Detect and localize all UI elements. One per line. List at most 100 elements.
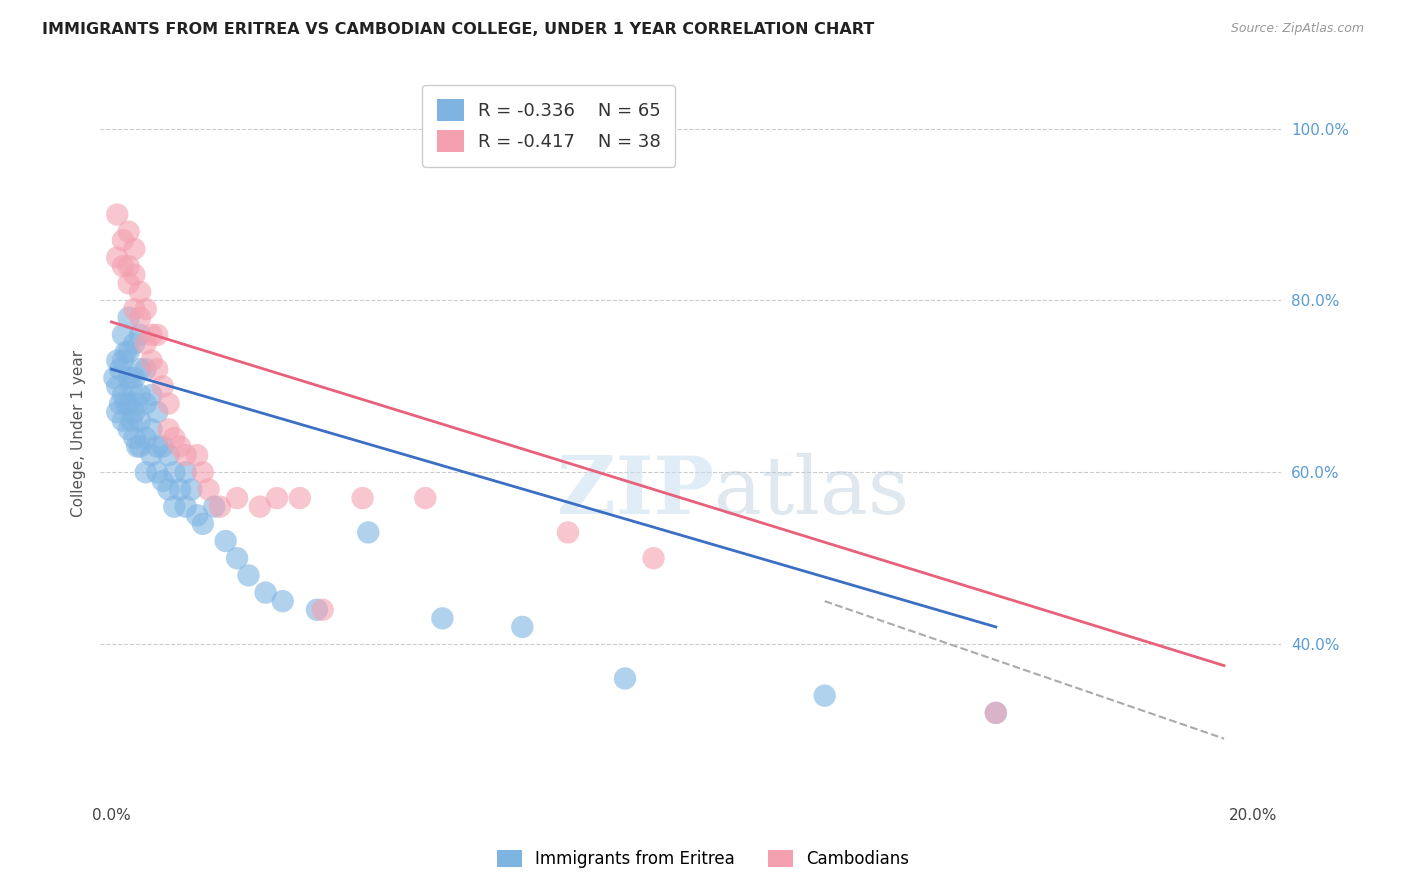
Point bbox=[152, 440, 174, 454]
Point bbox=[124, 242, 146, 256]
Point bbox=[202, 500, 225, 514]
Point bbox=[271, 594, 294, 608]
Point bbox=[352, 491, 374, 505]
Point bbox=[124, 268, 146, 282]
Point bbox=[111, 353, 134, 368]
Point bbox=[103, 371, 125, 385]
Point bbox=[984, 706, 1007, 720]
Point bbox=[208, 500, 231, 514]
Point bbox=[163, 465, 186, 479]
Point bbox=[432, 611, 454, 625]
Point bbox=[108, 396, 131, 410]
Point bbox=[305, 603, 328, 617]
Point bbox=[191, 465, 214, 479]
Point bbox=[238, 568, 260, 582]
Point bbox=[157, 483, 180, 497]
Point bbox=[118, 396, 141, 410]
Point bbox=[118, 225, 141, 239]
Point bbox=[146, 440, 169, 454]
Point bbox=[254, 585, 277, 599]
Point bbox=[174, 500, 197, 514]
Point bbox=[111, 233, 134, 247]
Point bbox=[814, 689, 837, 703]
Point bbox=[121, 414, 143, 428]
Point bbox=[118, 345, 141, 359]
Point bbox=[169, 483, 191, 497]
Point bbox=[510, 620, 533, 634]
Point bbox=[114, 345, 136, 359]
Point bbox=[614, 672, 637, 686]
Point bbox=[415, 491, 437, 505]
Text: atlas: atlas bbox=[714, 453, 910, 531]
Point bbox=[129, 388, 152, 402]
Point bbox=[197, 483, 219, 497]
Point bbox=[226, 551, 249, 566]
Point bbox=[129, 362, 152, 376]
Y-axis label: College, Under 1 year: College, Under 1 year bbox=[72, 350, 86, 517]
Point bbox=[127, 396, 149, 410]
Point bbox=[118, 422, 141, 436]
Point bbox=[135, 465, 157, 479]
Point bbox=[124, 336, 146, 351]
Point bbox=[118, 277, 141, 291]
Point bbox=[105, 251, 128, 265]
Point bbox=[135, 362, 157, 376]
Point bbox=[124, 301, 146, 316]
Point bbox=[129, 310, 152, 325]
Point bbox=[114, 396, 136, 410]
Point bbox=[169, 440, 191, 454]
Text: Source: ZipAtlas.com: Source: ZipAtlas.com bbox=[1230, 22, 1364, 36]
Point bbox=[141, 327, 163, 342]
Point bbox=[124, 405, 146, 419]
Point bbox=[984, 706, 1007, 720]
Point bbox=[191, 516, 214, 531]
Point bbox=[157, 422, 180, 436]
Point bbox=[111, 327, 134, 342]
Point bbox=[186, 448, 208, 462]
Point bbox=[127, 440, 149, 454]
Point bbox=[105, 405, 128, 419]
Point bbox=[135, 301, 157, 316]
Text: ZIP: ZIP bbox=[557, 453, 714, 531]
Point bbox=[111, 414, 134, 428]
Point bbox=[105, 208, 128, 222]
Point bbox=[141, 353, 163, 368]
Point bbox=[118, 310, 141, 325]
Point bbox=[163, 431, 186, 445]
Point bbox=[129, 327, 152, 342]
Point bbox=[146, 327, 169, 342]
Point bbox=[135, 336, 157, 351]
Point bbox=[129, 440, 152, 454]
Point bbox=[557, 525, 579, 540]
Point bbox=[311, 603, 333, 617]
Point bbox=[141, 388, 163, 402]
Point bbox=[643, 551, 665, 566]
Point bbox=[121, 379, 143, 393]
Point bbox=[111, 388, 134, 402]
Point bbox=[105, 379, 128, 393]
Point bbox=[157, 396, 180, 410]
Point bbox=[249, 500, 271, 514]
Point bbox=[288, 491, 311, 505]
Point bbox=[124, 431, 146, 445]
Point bbox=[146, 465, 169, 479]
Point bbox=[118, 371, 141, 385]
Point bbox=[141, 448, 163, 462]
Point bbox=[152, 474, 174, 488]
Point bbox=[135, 396, 157, 410]
Legend: R = -0.336    N = 65, R = -0.417    N = 38: R = -0.336 N = 65, R = -0.417 N = 38 bbox=[422, 85, 675, 167]
Point bbox=[186, 508, 208, 523]
Point bbox=[135, 431, 157, 445]
Point bbox=[266, 491, 288, 505]
Point bbox=[129, 414, 152, 428]
Point bbox=[105, 353, 128, 368]
Point bbox=[146, 405, 169, 419]
Point bbox=[174, 448, 197, 462]
Point bbox=[174, 465, 197, 479]
Text: IMMIGRANTS FROM ERITREA VS CAMBODIAN COLLEGE, UNDER 1 YEAR CORRELATION CHART: IMMIGRANTS FROM ERITREA VS CAMBODIAN COL… bbox=[42, 22, 875, 37]
Point bbox=[163, 500, 186, 514]
Point bbox=[111, 259, 134, 273]
Point bbox=[129, 285, 152, 299]
Point bbox=[146, 362, 169, 376]
Point bbox=[118, 259, 141, 273]
